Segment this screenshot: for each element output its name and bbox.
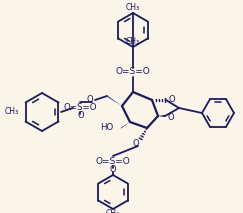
Text: O=S=O: O=S=O <box>116 68 150 76</box>
Text: CH₃: CH₃ <box>106 210 120 213</box>
Polygon shape <box>121 122 130 129</box>
Text: O: O <box>78 111 84 119</box>
Text: O: O <box>167 112 174 121</box>
Text: O: O <box>110 164 116 174</box>
Text: CH₃: CH₃ <box>126 3 140 13</box>
Text: O: O <box>132 138 139 147</box>
Text: O: O <box>86 95 93 104</box>
Text: CH₃: CH₃ <box>5 108 19 117</box>
Text: CH₃: CH₃ <box>126 37 140 46</box>
Text: O=S=O: O=S=O <box>96 157 130 166</box>
Polygon shape <box>158 115 165 117</box>
Text: O: O <box>168 95 175 104</box>
Text: O=S=O: O=S=O <box>63 102 97 111</box>
Polygon shape <box>106 95 122 106</box>
Text: HO: HO <box>100 122 113 131</box>
